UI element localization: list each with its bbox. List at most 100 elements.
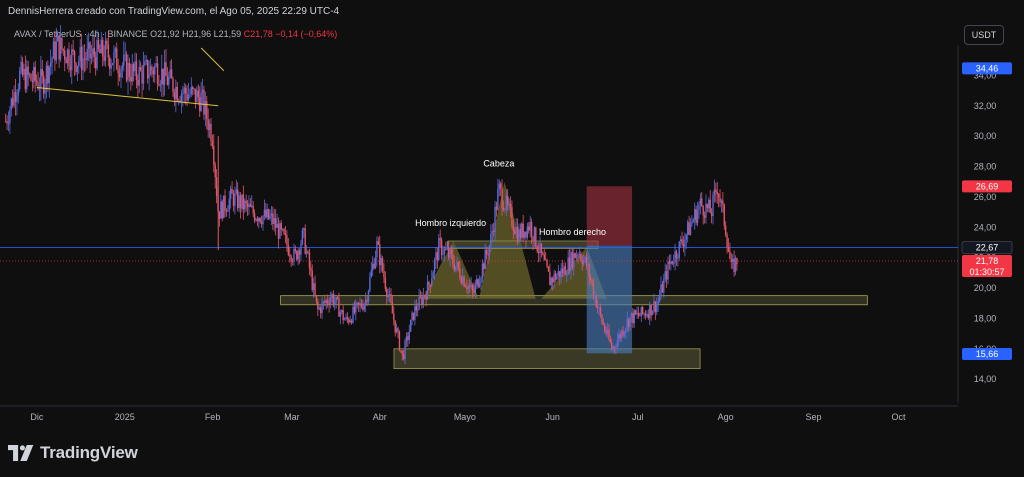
- candle-body: [512, 225, 515, 231]
- candle-body: [225, 210, 228, 212]
- candle-body: [384, 277, 387, 289]
- candle-body: [263, 209, 266, 217]
- candle-body: [483, 263, 485, 270]
- candle-body: [73, 51, 76, 63]
- candle-body: [471, 285, 474, 291]
- candle-body: [519, 229, 522, 239]
- x-tick-label: Jul: [632, 412, 644, 422]
- candle-body: [297, 250, 299, 260]
- candle-body: [729, 251, 731, 260]
- candle-body: [200, 92, 202, 112]
- candle-body: [9, 109, 11, 124]
- stop-loss-zone[interactable]: [586, 186, 633, 246]
- candle-body: [124, 54, 126, 56]
- candle-body: [208, 123, 211, 131]
- candle-body: [237, 189, 239, 209]
- candle-body: [539, 243, 541, 253]
- candle-body: [559, 271, 561, 278]
- candle-body: [104, 40, 107, 61]
- candle-body: [415, 306, 417, 311]
- price-badge[interactable]: [962, 62, 1012, 75]
- price-badge[interactable]: [962, 180, 1012, 193]
- candle-body: [117, 69, 119, 74]
- candle-body: [245, 200, 247, 204]
- candle-body: [421, 296, 423, 305]
- head-triangle[interactable]: [479, 181, 536, 299]
- candle-body: [176, 86, 178, 101]
- footer-brand: TradingView: [8, 443, 138, 463]
- resistance-trendline[interactable]: [36, 87, 219, 107]
- candle-body: [71, 49, 73, 71]
- candle-body: [207, 118, 209, 131]
- candle-body: [708, 199, 710, 208]
- candle-body: [379, 244, 381, 266]
- candle-body: [580, 253, 582, 260]
- candle-body: [341, 310, 343, 313]
- candle-body: [595, 295, 597, 308]
- candle-body: [453, 263, 455, 271]
- candle-body: [335, 296, 337, 302]
- price-badge[interactable]: [962, 255, 1012, 278]
- candle-body: [331, 294, 333, 299]
- candle-body: [352, 306, 354, 323]
- candle-body: [474, 284, 477, 293]
- candle-body: [575, 254, 578, 258]
- candle-body: [699, 198, 702, 205]
- candle-body: [321, 302, 323, 314]
- candle-body: [535, 227, 537, 247]
- symbol-pair[interactable]: AVAX / TetherUS · 4h · BINANCE: [14, 29, 148, 39]
- candle-body: [706, 203, 709, 208]
- candle-body: [589, 277, 592, 281]
- candle-body: [616, 340, 619, 348]
- candle-body: [155, 63, 157, 67]
- candle-body: [485, 250, 488, 255]
- candle-body: [722, 200, 724, 205]
- candle-body: [206, 101, 208, 119]
- candle-body: [173, 92, 176, 99]
- x-tick-label: Abr: [373, 412, 387, 422]
- chart-caption: DennisHerrera creado con TradingView.com…: [8, 6, 340, 17]
- candle-body: [629, 316, 631, 327]
- candle-body: [58, 35, 60, 60]
- candle-body: [357, 302, 360, 305]
- price-badge[interactable]: [961, 241, 1013, 254]
- candle-body: [606, 329, 609, 335]
- candle-body: [689, 224, 692, 235]
- candle-body: [370, 270, 372, 277]
- demand-zone[interactable]: [393, 348, 701, 369]
- candle-body: [203, 89, 205, 115]
- candle-body: [215, 177, 218, 197]
- candle-body: [239, 195, 242, 209]
- candle-body: [138, 67, 140, 86]
- candle-body: [353, 306, 356, 313]
- candle-body: [308, 252, 311, 268]
- candle-body: [283, 229, 285, 234]
- candle-body: [598, 307, 600, 309]
- candle-body: [654, 301, 657, 313]
- currency-button[interactable]: USDT: [964, 25, 1004, 45]
- candle-body: [615, 347, 617, 349]
- candle-body: [623, 332, 626, 336]
- candle-body: [26, 66, 28, 90]
- candle-body: [277, 223, 280, 239]
- candle-body: [19, 70, 21, 90]
- candle-body: [92, 48, 94, 55]
- x-tick-label: Ago: [718, 412, 734, 422]
- candle-body: [435, 252, 437, 261]
- candle-body: [656, 304, 658, 313]
- candle-body: [6, 121, 8, 124]
- candle-body: [294, 248, 297, 252]
- left-shoulder-triangle[interactable]: [422, 240, 479, 299]
- candle-body: [643, 313, 645, 315]
- candle-body: [612, 346, 614, 349]
- candle-body: [495, 206, 498, 210]
- candle-body: [131, 64, 133, 82]
- candle-body: [422, 295, 425, 305]
- candle-body: [542, 252, 544, 255]
- price-badge[interactable]: [962, 347, 1012, 360]
- upper-trendline[interactable]: [200, 47, 225, 72]
- change-value: −0,14 (−0,64%): [275, 29, 338, 39]
- candle-body: [417, 309, 419, 311]
- candle-body: [187, 95, 190, 101]
